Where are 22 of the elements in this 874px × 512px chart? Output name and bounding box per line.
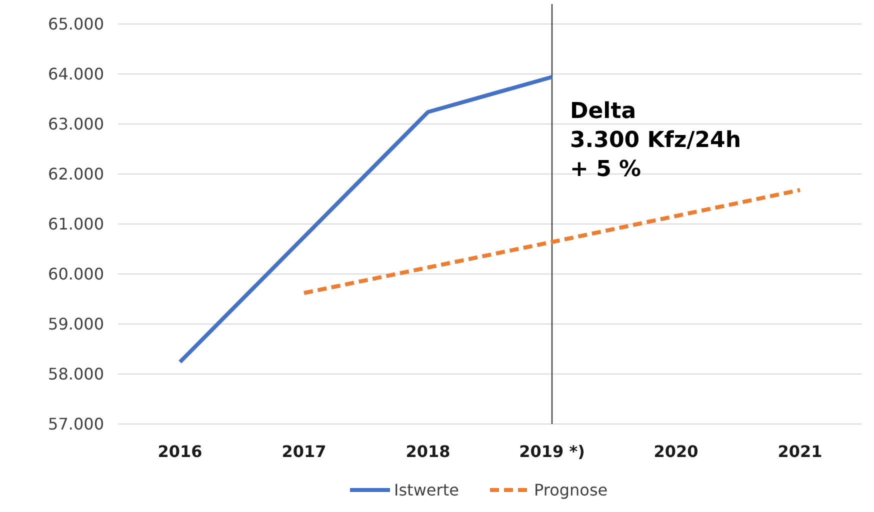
y-tick-label: 62.000: [48, 164, 104, 184]
x-tick-label: 2016: [158, 442, 202, 461]
legend-label: Prognose: [534, 480, 608, 500]
x-tick-label: 2018: [406, 442, 450, 461]
y-tick-label: 57.000: [48, 414, 104, 434]
x-tick-label: 2019 *): [519, 442, 585, 461]
y-tick-label: 58.000: [48, 364, 104, 384]
y-tick-label: 60.000: [48, 264, 104, 284]
annotation: + 5 %: [570, 157, 642, 182]
line-series: [178, 75, 554, 364]
legend-label: Istwerte: [394, 480, 459, 500]
y-tick-label: 59.000: [48, 314, 104, 334]
x-tick-label: 2021: [778, 442, 822, 461]
x-tick-label: 2017: [282, 442, 326, 461]
y-tick-label: 64.000: [48, 64, 104, 84]
line-series: [302, 188, 802, 295]
annotation: 3.300 Kfz/24h: [570, 128, 741, 153]
y-tick-label: 63.000: [48, 114, 104, 134]
x-tick-label: 2020: [654, 442, 698, 461]
y-tick-label: 61.000: [48, 214, 104, 234]
y-tick-label: 65.000: [48, 14, 104, 34]
annotation: Delta: [570, 99, 636, 124]
